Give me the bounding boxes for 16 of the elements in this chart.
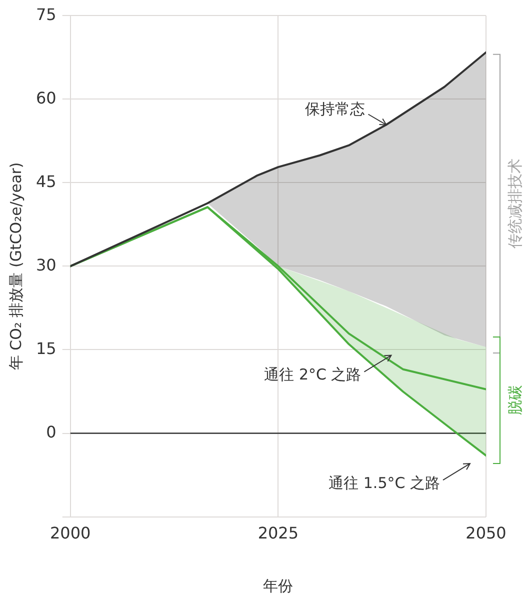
x-tick-label: 2000 [50,524,91,543]
y-tick-label: 60 [36,88,56,108]
y-tick-label: 15 [36,338,56,358]
y-tick-label: 75 [36,4,56,24]
y-axis-title: 年 CO₂ 排放量 (GtCO₂e/year) [6,162,25,370]
text: 脱碳 [506,385,524,416]
annotation: 保持常态 [305,100,366,118]
x-tick-label: 2050 [466,524,506,543]
annotation: 通往 1.5°C 之路 [328,474,440,492]
y-tick-label: 30 [36,255,56,274]
y-tick-label: 45 [36,172,56,191]
y-tick-label: 0 [46,422,56,442]
text: 传统减排技术 [506,158,524,249]
x-tick-label: 2025 [258,524,299,543]
annotation: 通往 2°C 之路 [264,366,362,384]
x-axis-title: 年份 [263,576,294,595]
